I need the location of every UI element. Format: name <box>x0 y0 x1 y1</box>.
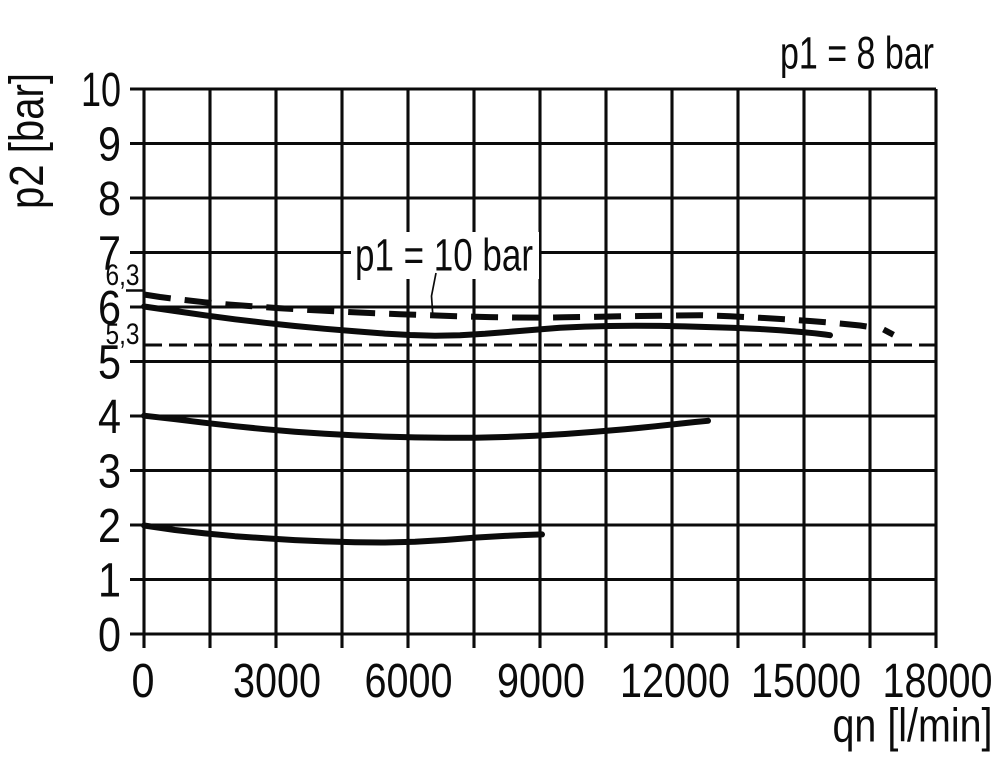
svg-text:5,3: 5,3 <box>106 318 140 351</box>
svg-text:3000: 3000 <box>233 655 321 708</box>
svg-text:15000: 15000 <box>751 655 861 708</box>
svg-text:7: 7 <box>98 228 121 281</box>
svg-text:4: 4 <box>98 391 121 444</box>
svg-text:18000: 18000 <box>883 655 993 708</box>
svg-text:6,3: 6,3 <box>106 259 140 292</box>
svg-text:2: 2 <box>98 500 121 553</box>
svg-text:6: 6 <box>98 282 121 335</box>
svg-text:5: 5 <box>98 337 121 390</box>
svg-text:qn [l/min]: qn [l/min] <box>833 699 993 752</box>
svg-text:p1 = 10 bar: p1 = 10 bar <box>355 230 533 281</box>
svg-text:p1 = 8 bar: p1 = 8 bar <box>780 28 934 79</box>
svg-text:p2 [bar]: p2 [bar] <box>1 73 54 209</box>
svg-text:9: 9 <box>98 119 121 172</box>
svg-text:1: 1 <box>98 555 121 608</box>
svg-text:8: 8 <box>98 173 121 226</box>
svg-text:6000: 6000 <box>365 655 453 708</box>
svg-text:0: 0 <box>98 609 121 662</box>
svg-text:9000: 9000 <box>497 655 585 708</box>
svg-text:3: 3 <box>98 446 121 499</box>
svg-text:10: 10 <box>81 64 121 117</box>
svg-text:12000: 12000 <box>620 655 730 708</box>
svg-text:0: 0 <box>132 655 155 708</box>
